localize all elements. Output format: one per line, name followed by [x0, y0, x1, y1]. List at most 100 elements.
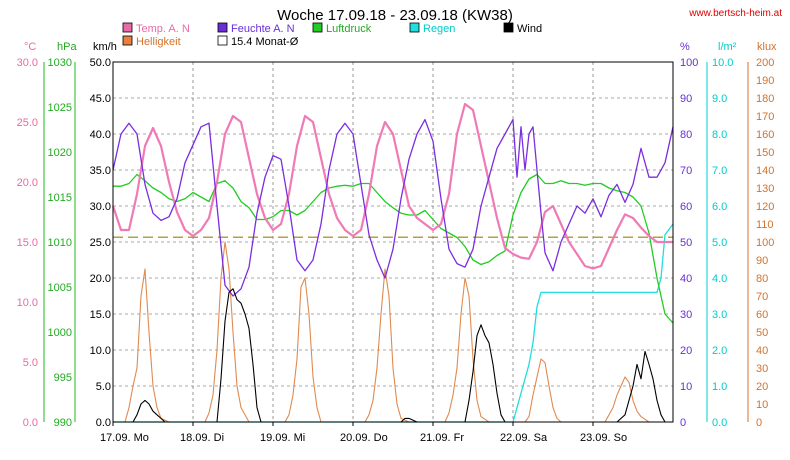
axis-tick-label-wind: 50.0: [90, 57, 111, 69]
axis-tick-label-press: 990: [54, 417, 72, 429]
legend-label: Luftdruck: [326, 23, 372, 35]
axis-tick-label-light: 170: [756, 111, 774, 123]
x-tick-label: 23.09. So: [580, 432, 627, 444]
chart-title: Woche 17.09.18 - 23.09.18 (KW38): [277, 7, 513, 24]
axis-tick-label-wind: 15.0: [90, 309, 111, 321]
chart-titles: Woche 17.09.18 - 23.09.18 (KW38) www.ber…: [277, 7, 782, 24]
axis-unit-hum: %: [680, 41, 690, 53]
axis-tick-label-light: 120: [756, 201, 774, 213]
axis-tick-label-hum: 10: [680, 381, 692, 393]
axis-tick-label-rain: 4.0: [712, 273, 727, 285]
axis-tick-label-light: 150: [756, 147, 774, 159]
axis-tick-label-light: 20: [756, 381, 768, 393]
axis-tick-label-light: 140: [756, 165, 774, 177]
axis-tick-label-press: 1005: [48, 282, 72, 294]
legend-label: Wind: [517, 23, 542, 35]
legend-swatch-15-4-monat: [217, 35, 228, 46]
axis-tick-label-light: 70: [756, 291, 768, 303]
axis-tick-label-rain: 7.0: [712, 165, 727, 177]
axis-tick-label-hum: 40: [680, 273, 692, 285]
axis-tick-label-press: 1010: [48, 237, 72, 249]
axis-tick-label-light: 90: [756, 255, 768, 267]
axis-tick-label-light: 60: [756, 309, 768, 321]
legend-swatch-feuchte-a-n: [217, 22, 228, 33]
axis-tick-label-hum: 80: [680, 129, 692, 141]
axis-tick-label-wind: 0.0: [96, 417, 111, 429]
axis-tick-label-temp: 15.0: [17, 237, 38, 249]
series-line-helligkeit: [113, 241, 673, 423]
axis-tick-label-light: 10: [756, 399, 768, 411]
axis-tick-label-rain: 1.0: [712, 381, 727, 393]
axis-tick-label-light: 180: [756, 93, 774, 105]
axis-tick-label-wind: 10.0: [90, 345, 111, 357]
axis-tick-label-hum: 100: [680, 57, 698, 69]
axis-tick-label-light: 80: [756, 273, 768, 285]
axis-tick-label-hum: 70: [680, 165, 692, 177]
series-line-wind: [113, 288, 673, 423]
axis-unit-wind: km/h: [93, 41, 117, 53]
axis-tick-label-light: 110: [756, 219, 774, 231]
legend-label: Helligkeit: [136, 36, 181, 48]
series-line-luftdruck: [113, 173, 674, 324]
axis-tick-label-light: 160: [756, 129, 774, 141]
axis-tick-label-rain: 9.0: [712, 93, 727, 105]
axis-tick-label-temp: 25.0: [17, 117, 38, 129]
axis-tick-label-press: 1020: [48, 147, 72, 159]
series-line-feuchte-a-n: [112, 118, 674, 297]
axis-tick-label-hum: 0: [680, 417, 686, 429]
x-tick-label: 20.09. Do: [340, 432, 388, 444]
axes: 0.05.010.015.020.025.030.0°C990995100010…: [17, 41, 777, 444]
axis-tick-label-wind: 30.0: [90, 201, 111, 213]
axis-unit-temp: °C: [24, 41, 36, 53]
axis-tick-label-rain: 2.0: [712, 345, 727, 357]
legend-swatch-helligkeit: [122, 35, 133, 46]
legend-label: Temp. A. N: [136, 23, 190, 35]
axis-tick-label-light: 100: [756, 237, 774, 249]
axis-tick-label-hum: 30: [680, 309, 692, 321]
axis-tick-label-press: 1030: [48, 57, 72, 69]
axis-tick-label-temp: 10.0: [17, 297, 38, 309]
x-tick-label: 18.09. Di: [180, 432, 224, 444]
plot-frame: [112, 61, 674, 423]
axis-unit-rain: l/m²: [718, 41, 737, 53]
axis-tick-label-press: 1000: [48, 327, 72, 339]
series-line-temp-a-n: [111, 102, 673, 270]
axis-tick-label-temp: 30.0: [17, 57, 38, 69]
axis-unit-light: klux: [757, 41, 777, 53]
axis-tick-label-rain: 10.0: [712, 57, 733, 69]
x-tick-label: 22.09. Sa: [500, 432, 548, 444]
series-line-regen: [113, 223, 674, 423]
axis-tick-label-temp: 20.0: [17, 177, 38, 189]
legend-label: Regen: [423, 23, 455, 35]
source-url: www.bertsch-heim.at: [688, 8, 782, 19]
axis-unit-press: hPa: [57, 41, 77, 53]
axis-tick-label-hum: 50: [680, 237, 692, 249]
axis-tick-label-hum: 90: [680, 93, 692, 105]
axis-tick-label-hum: 60: [680, 201, 692, 213]
axis-tick-label-light: 50: [756, 327, 768, 339]
axis-tick-label-hum: 20: [680, 345, 692, 357]
axis-tick-label-rain: 6.0: [712, 201, 727, 213]
axis-tick-label-wind: 20.0: [90, 273, 111, 285]
axis-tick-label-temp: 5.0: [23, 357, 38, 369]
axis-tick-label-press: 1025: [48, 102, 72, 114]
legend-label: 15.4 Monat-Ø: [231, 36, 299, 48]
chart-legend: Temp. A. N Feuchte A. N Luftdruck Regen Wind…: [122, 22, 542, 48]
x-tick-label: 19.09. Mi: [260, 432, 305, 444]
axis-tick-label-temp: 0.0: [23, 417, 38, 429]
x-tick-label: 17.09. Mo: [100, 432, 149, 444]
axis-tick-label-light: 190: [756, 75, 774, 87]
axis-tick-label-light: 0: [756, 417, 762, 429]
legend-swatch-wind: [503, 22, 514, 33]
axis-tick-label-rain: 8.0: [712, 129, 727, 141]
axis-tick-label-wind: 40.0: [90, 129, 111, 141]
x-tick-label: 21.09. Fr: [420, 432, 464, 444]
axis-tick-label-wind: 35.0: [90, 165, 111, 177]
series-lines: [111, 102, 674, 423]
axis-tick-label-light: 200: [756, 57, 774, 69]
axis-tick-label-light: 40: [756, 345, 768, 357]
axis-tick-label-press: 1015: [48, 192, 72, 204]
axis-tick-label-wind: 25.0: [90, 237, 111, 249]
axis-tick-label-rain: 3.0: [712, 309, 727, 321]
